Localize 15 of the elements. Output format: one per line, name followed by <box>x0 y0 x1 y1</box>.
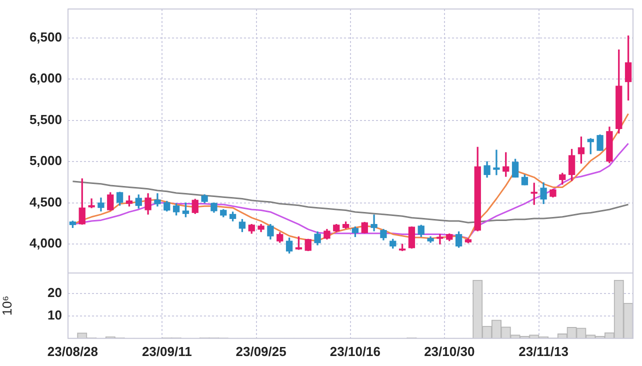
y-tick-label: 4,000 <box>29 236 62 251</box>
x-tick-label: 23/09/25 <box>236 344 286 359</box>
x-tick-label: 23/11/13 <box>518 344 568 359</box>
y-tick-label: 5,500 <box>29 112 62 127</box>
y-tick-label: 6,000 <box>29 70 62 86</box>
x-tick-label: 23/10/16 <box>330 344 381 359</box>
y-tick-label: 6,500 <box>29 29 62 44</box>
x-tick-label: 23/08/28 <box>47 344 98 359</box>
y-tick-label: 5,000 <box>29 153 62 168</box>
y-axis-title: 10⁶ <box>0 296 14 316</box>
x-tick-label: 23/09/11 <box>142 344 192 359</box>
y-tick-label: 4,500 <box>29 194 62 210</box>
y-tick-label: 20 <box>48 284 62 300</box>
y-tick-label: 10 <box>48 307 62 322</box>
x-tick-label: 23/10/30 <box>424 344 475 359</box>
